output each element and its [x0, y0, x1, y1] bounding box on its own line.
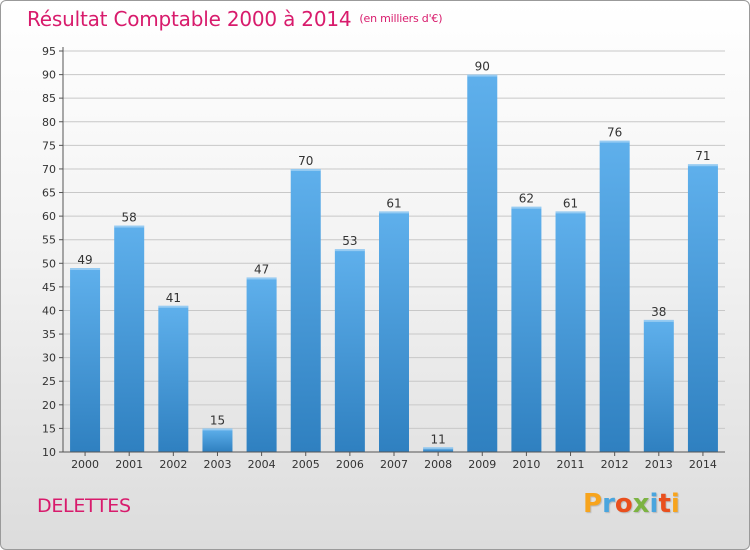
chart-title: Résultat Comptable 2000 à 2014 (en millie… — [27, 7, 443, 31]
y-tick-label: 25 — [42, 375, 56, 388]
bar-2005 — [290, 168, 321, 453]
x-tick-label-2008: 2008 — [424, 458, 452, 471]
bar-highlight — [114, 225, 145, 228]
x-tick-label-2009: 2009 — [468, 458, 496, 471]
y-axis-ticks: 10 15 20 25 30 35 40 45 50 55 60 65 70 75 80 85 90 95 — [42, 45, 63, 459]
y-tick-label: 30 — [42, 352, 56, 365]
y-tick-label: 55 — [42, 234, 56, 247]
logo-letter: x — [632, 489, 650, 519]
x-tick-label-2000: 2000 — [71, 458, 99, 471]
logo-letter: i — [649, 489, 659, 519]
bar-highlight — [423, 447, 454, 450]
x-tick-label-2013: 2013 — [645, 458, 673, 471]
bar-highlight — [467, 74, 498, 77]
bar-2009 — [467, 74, 498, 453]
x-tick-label-2012: 2012 — [601, 458, 629, 471]
bar-2012 — [599, 140, 630, 452]
y-tick-label: 45 — [42, 281, 56, 294]
data-labels: 49 58 41 15 47 70 53 61 11 90 62 61 76 38 71 — [77, 60, 710, 447]
chart-unit-label: (en milliers d'€) — [359, 12, 443, 25]
y-tick-label: 20 — [42, 399, 56, 412]
bar-2007 — [379, 211, 409, 452]
y-tick-label: 40 — [42, 304, 56, 317]
y-tick-label: 75 — [42, 139, 56, 152]
x-tick-label-2007: 2007 — [380, 458, 408, 471]
x-tick-label-2005: 2005 — [292, 458, 320, 471]
y-tick-label: 70 — [42, 163, 56, 176]
x-tick-label-2011: 2011 — [557, 458, 585, 471]
bar-highlight — [555, 211, 586, 214]
logo-letter: t — [658, 489, 671, 519]
data-label-2005: 70 — [298, 154, 313, 168]
data-label-2013: 38 — [651, 305, 666, 319]
bar-2002 — [158, 305, 189, 452]
bar-2010 — [511, 206, 542, 452]
x-tick-label-2001: 2001 — [115, 458, 143, 471]
chart-title-text: Résultat Comptable 2000 à 2014 — [27, 7, 352, 31]
data-label-2014: 71 — [695, 149, 710, 163]
bar-2000 — [70, 268, 101, 452]
bar-2014 — [687, 164, 718, 453]
data-label-2009: 90 — [475, 60, 490, 74]
x-tick-label-2002: 2002 — [159, 458, 187, 471]
x-tick-label-2004: 2004 — [248, 458, 276, 471]
y-tick-label: 60 — [42, 210, 56, 223]
proxiti-logo: Proxiti — [583, 489, 680, 519]
y-tick-label: 85 — [42, 92, 56, 105]
x-tick-label-2003: 2003 — [203, 458, 231, 471]
bar-highlight — [334, 249, 365, 252]
bar-highlight — [643, 319, 674, 322]
data-label-2004: 47 — [254, 262, 269, 276]
data-label-2010: 62 — [519, 192, 534, 206]
y-tick-label: 10 — [42, 446, 56, 459]
y-tick-label: 95 — [42, 45, 56, 58]
data-label-2000: 49 — [77, 253, 92, 267]
bar-2004 — [246, 277, 277, 452]
bar-highlight — [290, 168, 321, 171]
logo-letter: i — [670, 489, 680, 519]
y-tick-label: 80 — [42, 116, 56, 129]
bar-highlight — [202, 428, 233, 431]
data-label-2003: 15 — [210, 413, 225, 427]
commune-name: DELETTES — [37, 495, 131, 517]
y-tick-label: 50 — [42, 257, 56, 270]
data-label-2006: 53 — [342, 234, 357, 248]
bar-highlight — [511, 206, 542, 209]
bar-2003 — [202, 428, 233, 452]
y-tick-label: 35 — [42, 328, 56, 341]
bar-2008 — [423, 447, 454, 452]
data-label-2002: 41 — [166, 291, 181, 305]
bar-highlight — [70, 268, 101, 271]
bar-highlight — [599, 140, 630, 143]
data-label-2012: 76 — [607, 126, 622, 140]
y-tick-label: 90 — [42, 69, 56, 82]
bar-highlight — [687, 164, 718, 167]
data-label-2008: 11 — [430, 432, 445, 446]
x-tick-label-2014: 2014 — [689, 458, 717, 471]
x-axis-ticks: 2000 2001 2002 2003 2004 2005 2006 2007 2008 2009… — [71, 452, 717, 471]
data-label-2001: 58 — [122, 211, 137, 225]
bar-highlight — [246, 277, 277, 280]
data-label-2011: 61 — [563, 196, 578, 210]
x-tick-label-2006: 2006 — [336, 458, 364, 471]
y-tick-label: 15 — [42, 422, 56, 435]
data-label-2007: 61 — [386, 196, 401, 210]
y-tick-label: 65 — [42, 187, 56, 200]
bar-2001 — [114, 225, 145, 452]
bar-2011 — [555, 211, 586, 452]
logo-letter: P — [583, 489, 603, 519]
bar-highlight — [379, 211, 409, 214]
bar-2006 — [334, 249, 365, 452]
logo-letter: r — [602, 489, 615, 519]
bar-2013 — [643, 319, 674, 452]
axes — [62, 47, 725, 453]
bar-highlight — [158, 305, 189, 308]
x-tick-label-2010: 2010 — [512, 458, 540, 471]
logo-letter: o — [614, 489, 633, 519]
bars — [70, 74, 718, 453]
